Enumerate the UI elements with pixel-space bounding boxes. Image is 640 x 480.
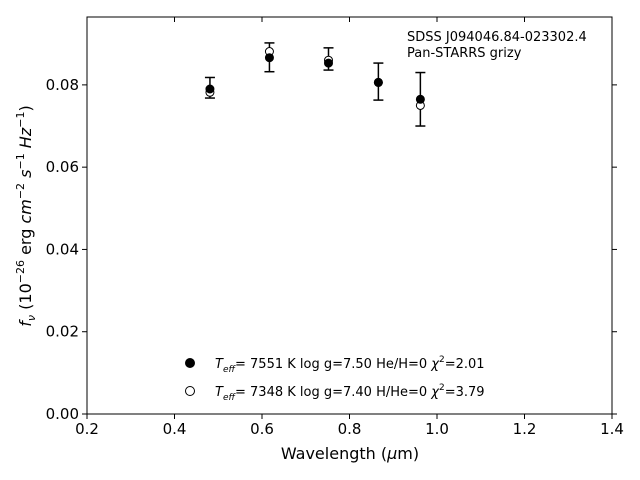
x-tick-label: 1.0 — [425, 420, 449, 438]
x-tick-label: 1.2 — [513, 420, 537, 438]
x-tick-label: 0.4 — [163, 420, 187, 438]
y-tick-label: 0.02 — [46, 323, 79, 341]
plot-frame — [86, 16, 613, 415]
x-axis-label: Wavelength (μm) — [281, 444, 419, 463]
model-1-point — [324, 58, 333, 68]
y-axis-ticks: 0.00 0.02 0.04 0.06 0.08 — [46, 76, 617, 423]
y-tick-label: 0.04 — [46, 240, 79, 258]
annotation-line-2: Pan-STARRS grizy — [407, 46, 522, 61]
legend-marker-filled — [185, 358, 195, 368]
model-1-point — [415, 94, 425, 104]
x-tick-label: 0.2 — [75, 420, 99, 438]
legend-marker-open — [185, 386, 195, 396]
legend-label-model-1: Teff= 7551 K log g=7.50 He/H=0 χ2=2.01 — [215, 355, 485, 375]
x-axis-ticks: 0.2 0.4 0.6 0.8 1.0 1.2 1.4 — [75, 17, 624, 438]
y-tick-label: 0.08 — [46, 76, 79, 94]
y-tick-label: 0.00 — [46, 405, 79, 423]
y-axis-label: fν (10−26 erg cm−2 s−1 Hz−1) — [14, 105, 38, 326]
model-1-point — [264, 53, 274, 63]
x-tick-label: 0.8 — [338, 420, 362, 438]
data-markers — [205, 47, 425, 110]
annotation-line-1: SDSS J094046.84-023302.4 — [407, 30, 587, 45]
model-1-point — [205, 84, 215, 94]
x-tick-label: 0.6 — [250, 420, 274, 438]
model-1-point — [373, 77, 383, 87]
legend-label-model-2: Teff= 7348 K log g=7.40 H/He=0 χ2=3.79 — [215, 383, 485, 403]
legend: Teff= 7551 K log g=7.50 He/H=0 χ2=2.01 T… — [185, 355, 485, 403]
y-tick-label: 0.06 — [46, 158, 79, 176]
x-tick-label: 1.4 — [600, 420, 624, 438]
error-bars — [204, 42, 426, 127]
